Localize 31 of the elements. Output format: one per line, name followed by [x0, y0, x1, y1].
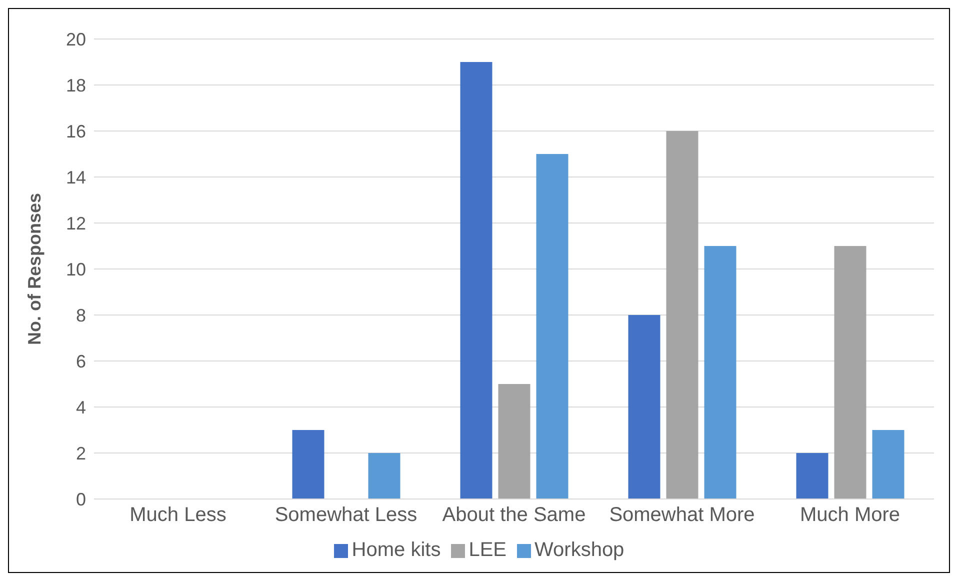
- bar: [628, 315, 660, 499]
- y-axis-title: No. of Responses: [24, 192, 44, 346]
- bar: [368, 453, 400, 499]
- legend-label: Workshop: [534, 539, 624, 561]
- y-tick-label: 2: [76, 443, 86, 464]
- y-tick-label: 16: [66, 121, 86, 142]
- y-tick-label: 6: [76, 351, 86, 372]
- bar: [536, 154, 568, 499]
- y-tick-label: 14: [66, 167, 86, 188]
- x-tick-label: About the Same: [442, 504, 586, 526]
- bar: [834, 246, 866, 499]
- x-tick-label: Much More: [800, 504, 900, 526]
- bar: [460, 62, 492, 499]
- legend-label: LEE: [468, 539, 507, 561]
- legend-label: Home kits: [352, 539, 441, 561]
- x-tick-label: Somewhat More: [609, 504, 755, 526]
- bar: [704, 246, 736, 499]
- y-tick-label: 12: [66, 213, 86, 234]
- y-tick-label: 4: [76, 397, 86, 418]
- y-tick-label: 18: [66, 75, 86, 96]
- bar: [498, 384, 530, 499]
- bar: [796, 453, 828, 499]
- y-tick-label: 8: [76, 305, 86, 326]
- x-tick-label: Much Less: [130, 504, 226, 526]
- x-tick-label: Somewhat Less: [274, 504, 418, 526]
- y-tick-label: 10: [66, 259, 86, 280]
- y-tick-label: 20: [66, 29, 86, 50]
- bar: [872, 430, 904, 499]
- bar: [666, 131, 698, 499]
- y-tick-label: 0: [76, 489, 86, 510]
- bar: [292, 430, 324, 499]
